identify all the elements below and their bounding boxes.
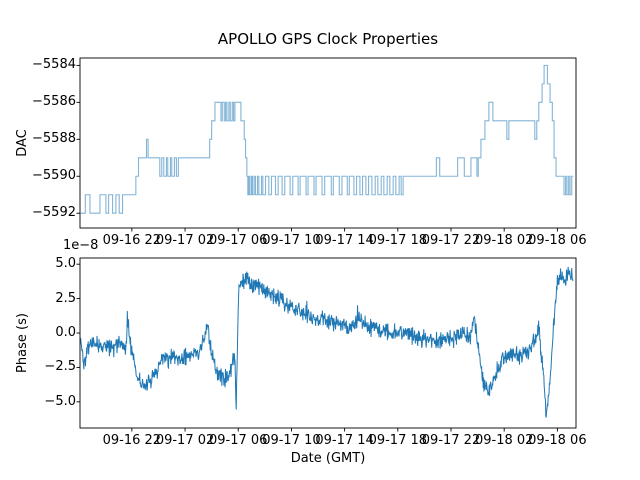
x-tick-label: 09-17 02 (155, 233, 215, 248)
phase-noise-trace (80, 266, 574, 418)
x-tick-label: 09-17 06 (209, 233, 268, 248)
y-tick-label: −5584 (32, 57, 76, 73)
y-tick-label: −5586 (32, 94, 76, 110)
y-tick-label: 5.0 (55, 256, 76, 272)
x-tick-label: 09-18 02 (474, 233, 534, 248)
x-tick-label: 09-17 02 (155, 433, 215, 448)
x-tick-label: 09-17 18 (368, 433, 428, 448)
x-tick-label: 09-18 06 (528, 233, 587, 248)
x-tick-label: 09-18 06 (528, 433, 587, 448)
y-tick-label: −5.0 (44, 393, 76, 409)
x-tick-label: 09-18 02 (474, 433, 534, 448)
axes-spines (79, 257, 577, 429)
x-tick-label: 09-17 22 (421, 433, 481, 448)
x-tick-label: 09-16 22 (102, 433, 162, 448)
y-tick-label: −5592 (32, 205, 76, 221)
x-tick-label: 09-16 22 (102, 233, 162, 248)
y-tick-label: −5588 (32, 131, 76, 147)
axes-spines (79, 57, 577, 229)
x-axis-label: Date (GMT) (290, 451, 366, 466)
y-axis-offset-text: 1e−8 (63, 238, 99, 253)
figure-title: APOLLO GPS Clock Properties (217, 30, 439, 48)
x-tick-label: 09-17 22 (421, 233, 481, 248)
x-tick-label: 09-17 06 (209, 433, 268, 448)
dac-step-trace (80, 64, 574, 214)
x-tick-label: 09-17 10 (262, 433, 321, 448)
x-tick-label: 09-17 14 (315, 433, 374, 448)
y-tick-label: 0.0 (55, 325, 76, 341)
x-tick-label: 09-17 18 (368, 233, 428, 248)
x-tick-label: 09-17 10 (262, 233, 321, 248)
y-tick-label: −2.5 (44, 359, 76, 375)
y-tick-label: −5590 (32, 168, 76, 184)
y-tick-label: 2.5 (55, 290, 76, 306)
x-tick-label: 09-17 14 (315, 233, 374, 248)
